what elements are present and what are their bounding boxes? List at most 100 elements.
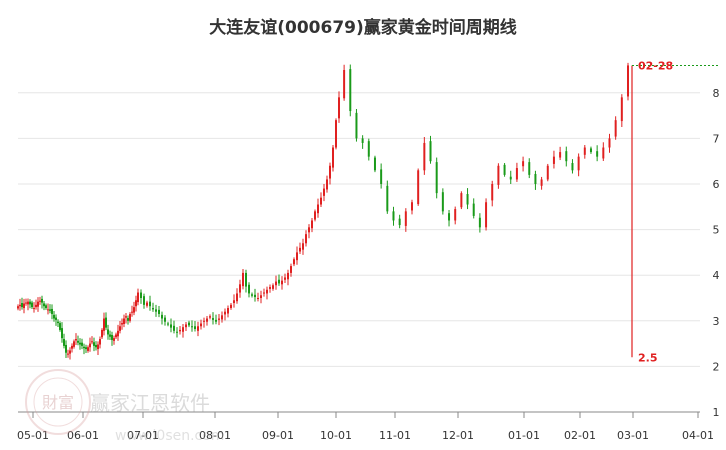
- candle-body: [91, 341, 93, 343]
- x-tick-label: 08-01: [199, 429, 231, 442]
- candle-body: [129, 313, 131, 321]
- candle-body: [534, 173, 537, 184]
- candle-body: [125, 316, 127, 318]
- candle-body: [197, 326, 199, 331]
- candle-body: [49, 309, 51, 311]
- candle-body: [448, 213, 451, 221]
- candle-body: [43, 303, 45, 307]
- candle-body: [17, 306, 19, 309]
- watermark-seal-text: 財富: [42, 393, 74, 412]
- candle-body: [123, 318, 125, 324]
- candle-body: [386, 185, 389, 212]
- candle-body: [540, 179, 543, 186]
- watermark-url: www.i0sen.com: [115, 428, 224, 444]
- candle-body: [260, 295, 262, 298]
- candle-body: [87, 347, 89, 351]
- candle-body: [31, 302, 33, 308]
- candle-body: [137, 292, 139, 303]
- cycle-line-group: 02-28 2.5: [631, 59, 720, 364]
- candle-body: [167, 323, 169, 325]
- candle-body: [278, 279, 280, 284]
- candle-body: [290, 266, 292, 273]
- candle-body: [299, 247, 301, 252]
- candle-body: [63, 339, 65, 346]
- candle-body: [39, 300, 41, 302]
- candle-body: [435, 162, 438, 194]
- candle-body: [155, 309, 157, 312]
- y-tick-label: 5: [713, 224, 720, 237]
- candle-body: [179, 329, 181, 332]
- x-tick-label: 04-01: [682, 429, 714, 442]
- candle-body: [373, 157, 376, 171]
- candle-body: [95, 344, 97, 348]
- candle-body: [212, 318, 214, 320]
- x-tick-label: 11-01: [379, 429, 411, 442]
- candle-body: [380, 169, 383, 184]
- candle-body: [454, 209, 457, 221]
- candle-body: [263, 292, 265, 294]
- y-tick-label: 6: [713, 178, 720, 191]
- y-tick-label: 7: [713, 132, 720, 145]
- candle-body: [320, 197, 322, 205]
- candle-body: [248, 284, 250, 294]
- cycle-end-label: 2.5: [638, 351, 658, 364]
- candle-body: [67, 353, 69, 355]
- candle-body: [411, 202, 413, 211]
- candle-body: [230, 304, 232, 309]
- candle-body: [441, 192, 444, 212]
- candle-body: [239, 284, 241, 293]
- candle-body: [117, 330, 119, 337]
- candle-body: [51, 308, 53, 314]
- candle-body: [133, 307, 135, 313]
- candle-body: [101, 329, 103, 338]
- candle-body: [75, 339, 77, 341]
- candle-body: [522, 161, 525, 167]
- candle-body: [269, 287, 271, 289]
- candle-body: [218, 318, 220, 320]
- candle-body: [242, 272, 244, 287]
- candle-body: [170, 324, 172, 328]
- candle-body: [109, 334, 111, 337]
- x-tick-label: 09-01: [262, 429, 294, 442]
- candle-body: [209, 316, 211, 318]
- candle-body: [191, 326, 193, 328]
- candle-body: [317, 204, 319, 214]
- x-tick-label: 06-01: [67, 429, 99, 442]
- candle-body: [173, 325, 175, 331]
- candle-body: [323, 188, 325, 196]
- x-tick-label: 03-01: [617, 429, 649, 442]
- candle-body: [57, 321, 59, 324]
- candle-body: [417, 170, 420, 205]
- candle-body: [287, 272, 289, 280]
- candle-body: [41, 298, 43, 303]
- candle-body: [47, 309, 49, 311]
- y-tick-label: 2: [713, 360, 720, 373]
- candle-body: [53, 314, 55, 319]
- grid-lines: [18, 92, 700, 413]
- candle-body: [81, 342, 83, 346]
- y-tick-label: 3: [713, 315, 720, 328]
- candle-body: [19, 304, 21, 307]
- candle-body: [107, 329, 109, 335]
- candle-body: [503, 164, 506, 175]
- candle-body: [103, 318, 105, 331]
- candle-body: [583, 147, 586, 155]
- y-tick-label: 1: [713, 406, 720, 419]
- candle-body: [85, 347, 87, 350]
- candle-body: [69, 350, 71, 354]
- candle-body: [59, 323, 61, 330]
- candle-body: [121, 323, 123, 325]
- x-tick-label: 02-01: [564, 429, 596, 442]
- candle-body: [158, 309, 160, 314]
- candle-body: [152, 308, 154, 310]
- candle-body: [164, 317, 166, 322]
- candle-body: [602, 147, 605, 159]
- candle-body: [35, 304, 37, 308]
- candle-body: [79, 342, 81, 345]
- candle-body: [27, 301, 29, 305]
- cycle-start-label: 02-28: [638, 59, 673, 72]
- candle-body: [398, 218, 401, 226]
- candle-body: [61, 328, 63, 339]
- candle-body: [404, 211, 407, 226]
- candle-body: [119, 326, 121, 331]
